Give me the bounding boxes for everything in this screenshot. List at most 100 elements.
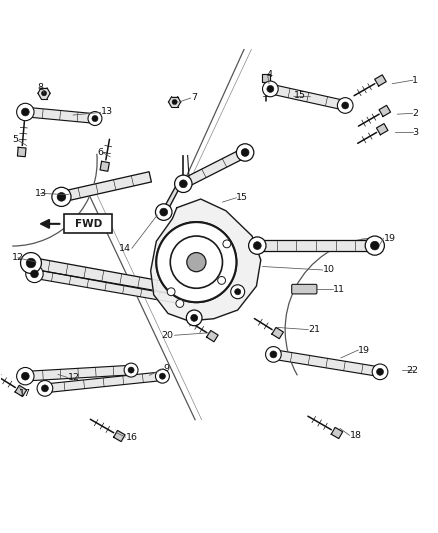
Circle shape: [262, 81, 278, 97]
Circle shape: [180, 180, 187, 188]
Polygon shape: [272, 350, 381, 376]
Circle shape: [267, 85, 274, 92]
Polygon shape: [30, 257, 176, 295]
Circle shape: [26, 258, 36, 268]
Circle shape: [231, 285, 245, 298]
Text: 17: 17: [19, 389, 31, 398]
Polygon shape: [60, 172, 152, 202]
Text: FWD: FWD: [75, 219, 102, 229]
Polygon shape: [151, 199, 261, 321]
Circle shape: [17, 103, 34, 120]
Text: 19: 19: [384, 233, 396, 243]
Circle shape: [17, 367, 34, 385]
Circle shape: [223, 240, 231, 248]
Circle shape: [372, 364, 388, 379]
Text: 10: 10: [322, 265, 335, 274]
Text: 5: 5: [12, 135, 18, 144]
Circle shape: [42, 91, 47, 96]
Circle shape: [155, 204, 172, 220]
Circle shape: [249, 237, 266, 254]
Polygon shape: [15, 385, 27, 397]
Circle shape: [265, 346, 281, 362]
Circle shape: [191, 257, 201, 268]
Circle shape: [37, 381, 53, 396]
Circle shape: [156, 222, 237, 302]
Circle shape: [155, 369, 170, 383]
Text: 11: 11: [333, 285, 345, 294]
Polygon shape: [25, 107, 95, 123]
Text: 1: 1: [412, 76, 418, 85]
Text: 4: 4: [266, 70, 272, 79]
Text: 12: 12: [67, 373, 80, 382]
Polygon shape: [38, 88, 50, 99]
Circle shape: [21, 253, 42, 273]
Circle shape: [365, 236, 385, 255]
Circle shape: [172, 99, 177, 104]
Polygon shape: [100, 161, 110, 171]
Polygon shape: [272, 327, 283, 338]
Text: 18: 18: [350, 431, 361, 440]
Circle shape: [160, 208, 168, 216]
Text: 20: 20: [161, 331, 173, 340]
Polygon shape: [379, 106, 391, 117]
Text: 6: 6: [97, 148, 103, 157]
Circle shape: [156, 222, 237, 302]
Text: 13: 13: [35, 189, 47, 198]
Circle shape: [176, 300, 184, 308]
FancyBboxPatch shape: [64, 214, 113, 233]
Text: 19: 19: [358, 345, 370, 354]
Circle shape: [159, 373, 166, 379]
Text: 15: 15: [237, 193, 248, 202]
Circle shape: [52, 187, 71, 206]
Text: 8: 8: [37, 83, 43, 92]
Circle shape: [235, 289, 241, 295]
Polygon shape: [25, 365, 131, 381]
Circle shape: [186, 310, 202, 326]
Polygon shape: [207, 330, 218, 342]
Text: 21: 21: [308, 325, 320, 334]
Circle shape: [371, 241, 379, 250]
Circle shape: [124, 363, 138, 377]
Polygon shape: [257, 240, 375, 251]
Polygon shape: [18, 147, 26, 157]
Text: 7: 7: [191, 93, 197, 102]
Circle shape: [241, 149, 249, 156]
Text: 12: 12: [12, 253, 24, 262]
Text: 22: 22: [406, 366, 418, 375]
Polygon shape: [169, 96, 181, 107]
Text: 9: 9: [163, 364, 170, 373]
Circle shape: [26, 265, 43, 282]
Circle shape: [57, 192, 66, 201]
Circle shape: [237, 144, 254, 161]
Circle shape: [21, 108, 29, 116]
Circle shape: [31, 270, 39, 278]
Circle shape: [92, 116, 98, 122]
Circle shape: [187, 253, 206, 272]
Circle shape: [337, 98, 353, 114]
Circle shape: [167, 288, 175, 296]
Polygon shape: [45, 372, 163, 393]
Circle shape: [342, 102, 349, 109]
Circle shape: [21, 372, 29, 380]
Circle shape: [377, 368, 384, 375]
Polygon shape: [262, 74, 270, 83]
Circle shape: [253, 241, 261, 249]
Polygon shape: [377, 124, 388, 135]
Polygon shape: [113, 431, 125, 441]
Text: 15: 15: [294, 91, 306, 100]
Polygon shape: [34, 270, 177, 303]
Circle shape: [88, 111, 102, 125]
FancyBboxPatch shape: [292, 284, 317, 294]
Text: 16: 16: [125, 433, 138, 442]
Circle shape: [191, 314, 198, 321]
Polygon shape: [331, 427, 343, 439]
Text: 3: 3: [412, 128, 418, 137]
Text: 2: 2: [412, 109, 418, 118]
Text: 13: 13: [101, 108, 113, 117]
Text: 14: 14: [119, 244, 131, 253]
Polygon shape: [181, 148, 247, 188]
Circle shape: [175, 175, 192, 192]
Circle shape: [270, 351, 277, 358]
Polygon shape: [162, 177, 185, 212]
Polygon shape: [375, 75, 386, 86]
